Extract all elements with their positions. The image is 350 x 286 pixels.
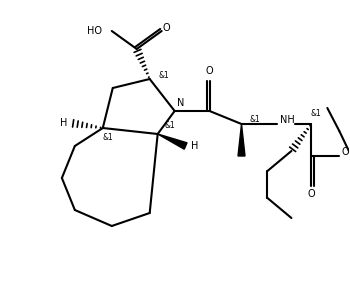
Text: O: O [308,189,315,199]
Polygon shape [158,134,187,149]
Text: HO: HO [87,26,102,36]
Text: &1: &1 [311,110,322,118]
Text: N: N [177,98,184,108]
Text: NH: NH [280,115,295,125]
Text: &1: &1 [158,71,169,80]
Text: &1: &1 [164,122,175,130]
Polygon shape [238,124,245,156]
Text: O: O [342,147,349,157]
Text: H: H [191,141,198,151]
Text: O: O [163,23,170,33]
Text: H: H [60,118,68,128]
Text: O: O [206,66,214,76]
Text: &1: &1 [103,134,113,142]
Text: &1: &1 [249,114,260,124]
